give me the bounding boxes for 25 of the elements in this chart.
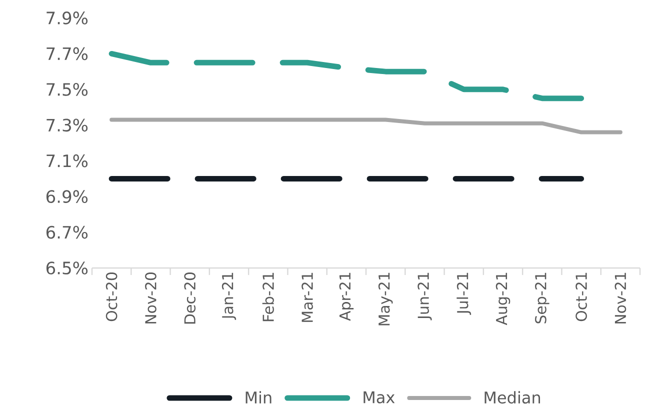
y-tick-label: 6.9% [46, 190, 88, 203]
y-tick-label: 6.5% [46, 262, 88, 274]
x-tick-label: Oct-20 [106, 272, 118, 322]
legend-label: Median [484, 391, 540, 404]
x-tick-label: May-21 [378, 272, 393, 326]
legend-label: Max [364, 391, 395, 404]
x-tick-label: Apr-21 [339, 272, 354, 321]
x-tick-label: Jun-21 [418, 272, 432, 320]
y-tick-label: 6.7% [46, 226, 88, 239]
x-tick-label: Feb-21 [262, 272, 274, 322]
y-tick-label: 7.7% [46, 47, 88, 60]
x-tick-label: Aug-21 [496, 272, 510, 326]
x-tick-label: Jan-21 [222, 272, 236, 320]
y-tick-label: 7.9% [46, 12, 88, 24]
x-tick-label: Sep-21 [535, 272, 550, 324]
x-tick-label: Nov-20 [145, 272, 156, 324]
legend-label: Min [246, 391, 272, 404]
x-tick-label: Nov-21 [614, 272, 626, 324]
x-tick-label: Dec-20 [184, 272, 196, 324]
x-tick-label: Jul-21 [456, 272, 472, 315]
x-tick-label: Oct-21 [576, 272, 587, 322]
y-tick-label: 7.5% [46, 82, 88, 96]
y-tick-label: 7.1% [46, 154, 88, 168]
x-tick-label: Mar-21 [302, 272, 313, 322]
y-tick-label: 7.3% [46, 118, 88, 132]
